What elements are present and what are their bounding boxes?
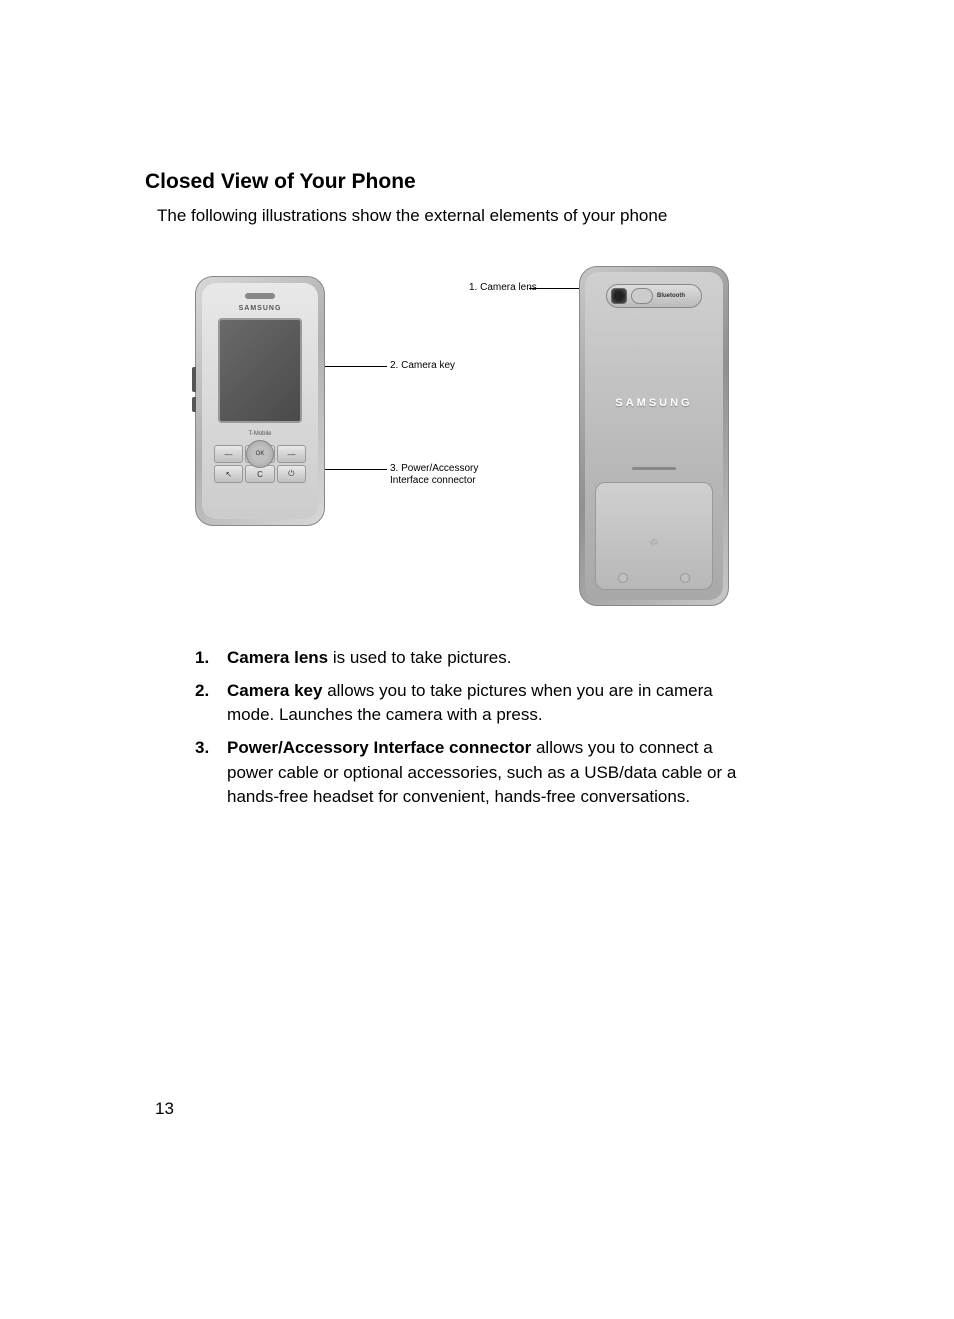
bluetooth-label: Bluetooth: [657, 293, 685, 299]
earpiece-icon: [245, 293, 275, 299]
keypad: — OK — ↖ C ⏻: [214, 445, 306, 507]
item-desc: is used to take pictures.: [328, 648, 511, 667]
list-item: 1. Camera lens is used to take pictures.: [195, 646, 755, 671]
callout-line-power: [325, 469, 387, 470]
callout-line-camera-key: [325, 366, 387, 367]
page-number: 13: [155, 1099, 174, 1119]
screw-right-icon: [680, 573, 690, 583]
phone-back: Bluetooth SAMSUNG ♲: [579, 266, 729, 606]
callout-label-camera-lens: 1. Camera lens: [469, 282, 537, 293]
callout-power-line1: 3. Power/Accessory: [390, 463, 478, 474]
section-heading: Closed View of Your Phone: [145, 170, 809, 194]
side-button-2-icon: [192, 397, 196, 412]
phone-screen: [218, 318, 302, 423]
list-item: 2. Camera key allows you to take picture…: [195, 679, 755, 728]
back-logo: SAMSUNG: [615, 397, 692, 409]
call-key-icon: ↖: [214, 465, 243, 483]
item-term: Power/Accessory Interface connector: [227, 738, 531, 757]
diagram-container: SAMSUNG T-Mobile — OK — ↖ C ⏻: [145, 266, 809, 616]
hinge-icon: [632, 467, 676, 470]
battery-cover: ♲: [595, 482, 713, 590]
soft-key-left: —: [214, 445, 243, 463]
end-key-icon: ⏻: [277, 465, 306, 483]
recycle-icon: ♲: [650, 538, 659, 549]
phone-front-wrap: SAMSUNG T-Mobile — OK — ↖ C ⏻: [195, 266, 445, 616]
camera-lens-icon: [611, 288, 627, 304]
feature-list: 1. Camera lens is used to take pictures.…: [145, 646, 809, 810]
side-button-icon: [192, 367, 196, 392]
callout-line-camera-lens: [529, 288, 583, 289]
item-number: 1.: [195, 646, 209, 671]
callout-label-camera-key: 2. Camera key: [390, 360, 455, 371]
item-number: 2.: [195, 679, 209, 704]
item-number: 3.: [195, 736, 209, 761]
phone-back-inner: Bluetooth SAMSUNG ♲: [585, 272, 723, 600]
carrier-label: T-Mobile: [248, 431, 271, 437]
soft-key-right: —: [277, 445, 306, 463]
screw-left-icon: [618, 573, 628, 583]
list-item: 3. Power/Accessory Interface connector a…: [195, 736, 755, 810]
callout-label-power: 3. Power/Accessory Interface connector: [390, 463, 478, 487]
camera-flash-icon: [631, 288, 653, 304]
item-term: Camera lens: [227, 648, 328, 667]
dpad: OK: [245, 445, 275, 463]
phone-back-wrap: 1. Camera lens Bluetooth SAMSUNG ♲: [549, 266, 759, 616]
item-term: Camera key: [227, 681, 322, 700]
callout-power-line2: Interface connector: [390, 475, 476, 486]
intro-text: The following illustrations show the ext…: [157, 206, 809, 226]
camera-module: Bluetooth: [606, 284, 702, 308]
front-logo: SAMSUNG: [239, 305, 282, 312]
dpad-ok-icon: OK: [246, 440, 274, 468]
phone-front-inner: SAMSUNG T-Mobile — OK — ↖ C ⏻: [202, 283, 318, 519]
phone-front: SAMSUNG T-Mobile — OK — ↖ C ⏻: [195, 276, 325, 526]
